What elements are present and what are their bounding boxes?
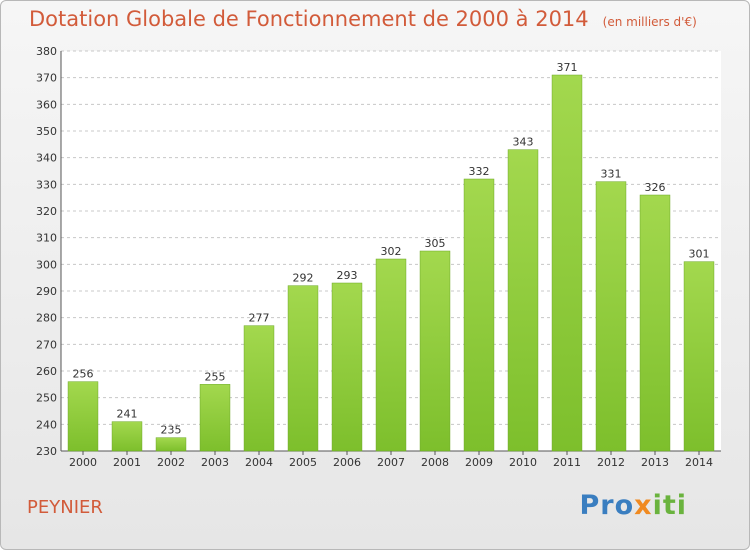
y-tick-label: 320 — [36, 205, 57, 218]
x-tick-label-2009: 2009 — [465, 456, 493, 469]
y-tick-label: 300 — [36, 258, 57, 271]
x-tick-label-2012: 2012 — [597, 456, 625, 469]
bar-2001 — [111, 421, 143, 452]
value-label-2006: 293 — [337, 269, 358, 282]
bar-2011 — [551, 74, 583, 452]
bar-2006 — [331, 282, 363, 452]
bar-2005 — [287, 285, 319, 452]
x-tick-label-2004: 2004 — [245, 456, 273, 469]
y-tick-label: 370 — [36, 72, 57, 85]
y-tick-label: 290 — [36, 285, 57, 298]
y-tick-label: 360 — [36, 98, 57, 111]
y-tick-label: 340 — [36, 152, 57, 165]
chart-title-text: Dotation Globale de Fonctionnement de 20… — [29, 7, 589, 31]
bar-2012 — [595, 181, 627, 452]
value-label-2014: 301 — [689, 248, 710, 261]
bar-2003 — [199, 384, 231, 452]
y-tick-label: 280 — [36, 312, 57, 325]
x-tick-label-2013: 2013 — [641, 456, 669, 469]
proxiti-logo: Proxiti — [580, 490, 688, 521]
bar-2008 — [419, 250, 451, 452]
y-tick-label: 250 — [36, 392, 57, 405]
x-tick-label-2001: 2001 — [113, 456, 141, 469]
bar-2013 — [639, 194, 671, 452]
value-label-2005: 292 — [293, 272, 314, 285]
bar-2002 — [155, 437, 187, 452]
bar-2010 — [507, 149, 539, 452]
commune-name: PEYNIER — [27, 497, 103, 518]
y-tick-label: 380 — [36, 45, 57, 58]
y-tick-label: 260 — [36, 365, 57, 378]
logo-part-2: x — [634, 490, 653, 521]
y-tick-label: 240 — [36, 418, 57, 431]
x-tick-label-2008: 2008 — [421, 456, 449, 469]
y-tick-label: 270 — [36, 338, 57, 351]
bar-2014 — [683, 261, 715, 452]
bar-2009 — [463, 178, 495, 452]
y-tick-label: 330 — [36, 178, 57, 191]
x-tick-label-2000: 2000 — [69, 456, 97, 469]
bar-2004 — [243, 325, 275, 452]
x-tick-label-2014: 2014 — [685, 456, 713, 469]
x-tick-label-2010: 2010 — [509, 456, 537, 469]
x-tick-label-2011: 2011 — [553, 456, 581, 469]
logo-part-1: Pro — [579, 490, 635, 521]
value-label-2010: 343 — [513, 136, 534, 149]
x-tick-label-2003: 2003 — [201, 456, 229, 469]
value-label-2008: 305 — [425, 237, 446, 250]
x-tick-label-2006: 2006 — [333, 456, 361, 469]
value-label-2012: 331 — [601, 168, 622, 181]
value-label-2004: 277 — [249, 312, 270, 325]
x-tick-label-2002: 2002 — [157, 456, 185, 469]
y-tick-label: 310 — [36, 232, 57, 245]
value-label-2001: 241 — [117, 408, 138, 421]
value-label-2002: 235 — [161, 424, 182, 437]
bar-2000 — [67, 381, 99, 452]
x-tick-label-2005: 2005 — [289, 456, 317, 469]
value-label-2003: 255 — [205, 370, 226, 383]
value-label-2000: 256 — [73, 368, 94, 381]
chart-title: Dotation Globale de Fonctionnement de 20… — [29, 7, 697, 31]
chart-unit: (en milliers d'€) — [602, 15, 697, 29]
y-tick-label: 350 — [36, 125, 57, 138]
logo-part-3: iti — [652, 490, 687, 521]
bar-2007 — [375, 258, 407, 452]
value-label-2009: 332 — [469, 165, 490, 178]
value-label-2011: 371 — [557, 61, 578, 74]
value-label-2007: 302 — [381, 245, 402, 258]
y-tick-label: 230 — [36, 445, 57, 458]
value-label-2013: 326 — [645, 181, 666, 194]
x-tick-label-2007: 2007 — [377, 456, 405, 469]
